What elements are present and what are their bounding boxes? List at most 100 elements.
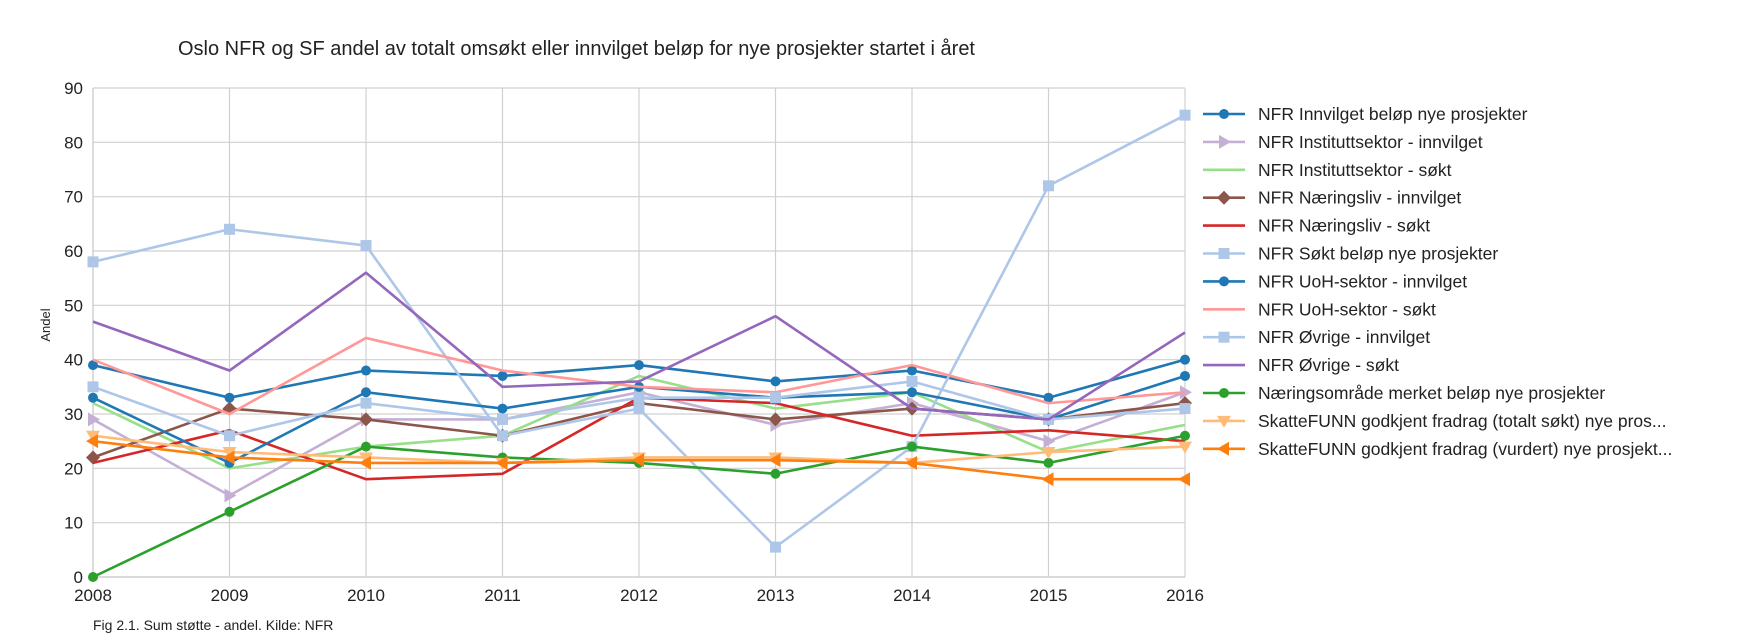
x-tick-label: 2012 — [620, 586, 658, 605]
data-point — [88, 360, 98, 371]
data-point — [770, 541, 781, 553]
chart-caption: Fig 2.1. Sum støtte - andel. Kilde: NFR — [93, 617, 333, 633]
y-tick-label: 80 — [64, 133, 83, 152]
x-tick-label: 2010 — [347, 586, 385, 605]
series-line — [92, 271, 1186, 421]
data-point — [361, 365, 371, 376]
data-point — [87, 381, 99, 393]
legend-item: NFR Øvrige - søkt — [1203, 355, 1399, 375]
data-point — [907, 365, 917, 376]
legend-item: SkatteFUNN godkjent fradrag (vurdert) ny… — [1203, 439, 1672, 459]
data-point — [88, 572, 98, 582]
data-point — [359, 412, 373, 427]
data-point — [633, 403, 645, 415]
x-tick-label: 2011 — [484, 586, 521, 605]
legend-item: NFR UoH-sektor - søkt — [1203, 299, 1436, 319]
grid — [92, 87, 1186, 578]
data-point — [770, 468, 781, 479]
data-point — [768, 412, 783, 427]
legend-label: NFR Søkt beløp nye prosjekter — [1258, 244, 1498, 264]
data-point — [1178, 472, 1190, 487]
data-point — [905, 455, 917, 470]
data-point — [495, 455, 508, 470]
legend-marker — [1219, 388, 1229, 398]
x-tick-label: 2009 — [211, 586, 249, 605]
data-point — [224, 392, 235, 403]
data-point — [361, 387, 371, 398]
legend-item: NFR Øvrige - innvilget — [1203, 327, 1430, 347]
data-point — [633, 392, 645, 404]
data-point — [770, 376, 781, 387]
data-point — [222, 450, 235, 465]
data-point — [88, 392, 98, 403]
legend-marker — [1219, 276, 1229, 287]
data-point — [1180, 430, 1190, 441]
data-point — [497, 413, 508, 425]
data-point — [768, 453, 781, 468]
data-point — [1180, 370, 1190, 381]
series-group — [86, 109, 1192, 582]
y-tick-label: 60 — [64, 242, 83, 261]
legend-item: Næringsområde merket beløp nye prosjekte… — [1203, 383, 1605, 403]
legend-label: NFR Næringsliv - søkt — [1258, 216, 1430, 236]
data-point — [770, 392, 781, 404]
legend-item: NFR Instituttsektor - søkt — [1203, 160, 1452, 180]
y-tick-label: 50 — [64, 296, 83, 315]
legend-label: NFR Øvrige - innvilget — [1258, 327, 1430, 347]
y-tick-label: 0 — [74, 568, 83, 587]
data-point — [224, 223, 235, 235]
data-point — [224, 488, 237, 503]
legend-item: SkatteFUNN godkjent fradrag (totalt søkt… — [1203, 411, 1667, 431]
y-tick-label: 30 — [64, 405, 83, 424]
data-point — [222, 447, 237, 460]
series-12 — [86, 434, 1190, 487]
y-tick-label: 40 — [64, 351, 83, 370]
data-point — [360, 240, 372, 252]
data-point — [1179, 403, 1191, 415]
y-axis-label: Andel — [38, 308, 53, 341]
legend-marker — [1217, 190, 1231, 205]
data-point — [497, 370, 508, 381]
x-tick-label: 2015 — [1030, 586, 1068, 605]
y-tick-label: 10 — [64, 514, 83, 533]
data-point — [224, 506, 235, 517]
legend-item: NFR Næringsliv - søkt — [1203, 216, 1430, 236]
x-tick-label: 2013 — [757, 586, 795, 605]
x-tick-label: 2008 — [74, 586, 112, 605]
data-point — [88, 412, 100, 427]
chart-title: Oslo NFR og SF andel av totalt omsøkt el… — [178, 38, 975, 60]
legend: NFR Innvilget beløp nye prosjekter NFR In… — [1203, 104, 1672, 459]
legend-label: NFR UoH-sektor - innvilget — [1258, 271, 1467, 291]
legend-label: NFR Næringsliv - innvilget — [1258, 188, 1461, 208]
x-tick-label: 2014 — [893, 586, 931, 605]
data-point — [1178, 441, 1192, 454]
legend-label: NFR Innvilget beløp nye prosjekter — [1258, 104, 1528, 124]
legend-label: SkatteFUNN godkjent fradrag (vurdert) ny… — [1258, 439, 1672, 459]
data-point — [87, 256, 99, 268]
data-point — [361, 441, 371, 452]
data-point — [224, 430, 235, 442]
legend-label: NFR Instituttsektor - innvilget — [1258, 132, 1483, 152]
data-point — [360, 397, 372, 409]
legend-item: NFR Næringsliv - innvilget — [1203, 188, 1461, 208]
data-point — [497, 403, 508, 414]
data-point — [1180, 354, 1190, 365]
legend-marker — [1218, 331, 1230, 343]
legend-label: NFR Instituttsektor - søkt — [1258, 160, 1452, 180]
data-point — [1043, 434, 1056, 449]
data-point — [86, 434, 98, 449]
legend-marker — [1219, 134, 1231, 149]
legend-item: NFR Instituttsektor - innvilget — [1203, 132, 1483, 152]
series-line — [92, 336, 1186, 416]
series-7 — [92, 336, 1186, 416]
data-point — [634, 360, 644, 371]
legend-label: NFR Øvrige - søkt — [1258, 355, 1399, 375]
data-point — [1043, 180, 1054, 192]
data-point — [907, 387, 917, 398]
legend-label: NFR UoH-sektor - søkt — [1258, 299, 1436, 319]
data-point — [1179, 109, 1191, 121]
legend-marker — [1217, 415, 1231, 428]
y-tick-label: 20 — [64, 459, 83, 478]
data-point — [632, 453, 644, 468]
axes: 2008 2009 2010 2011 2012 2013 2014 2015 2016 0 10 2… — [64, 79, 1204, 605]
